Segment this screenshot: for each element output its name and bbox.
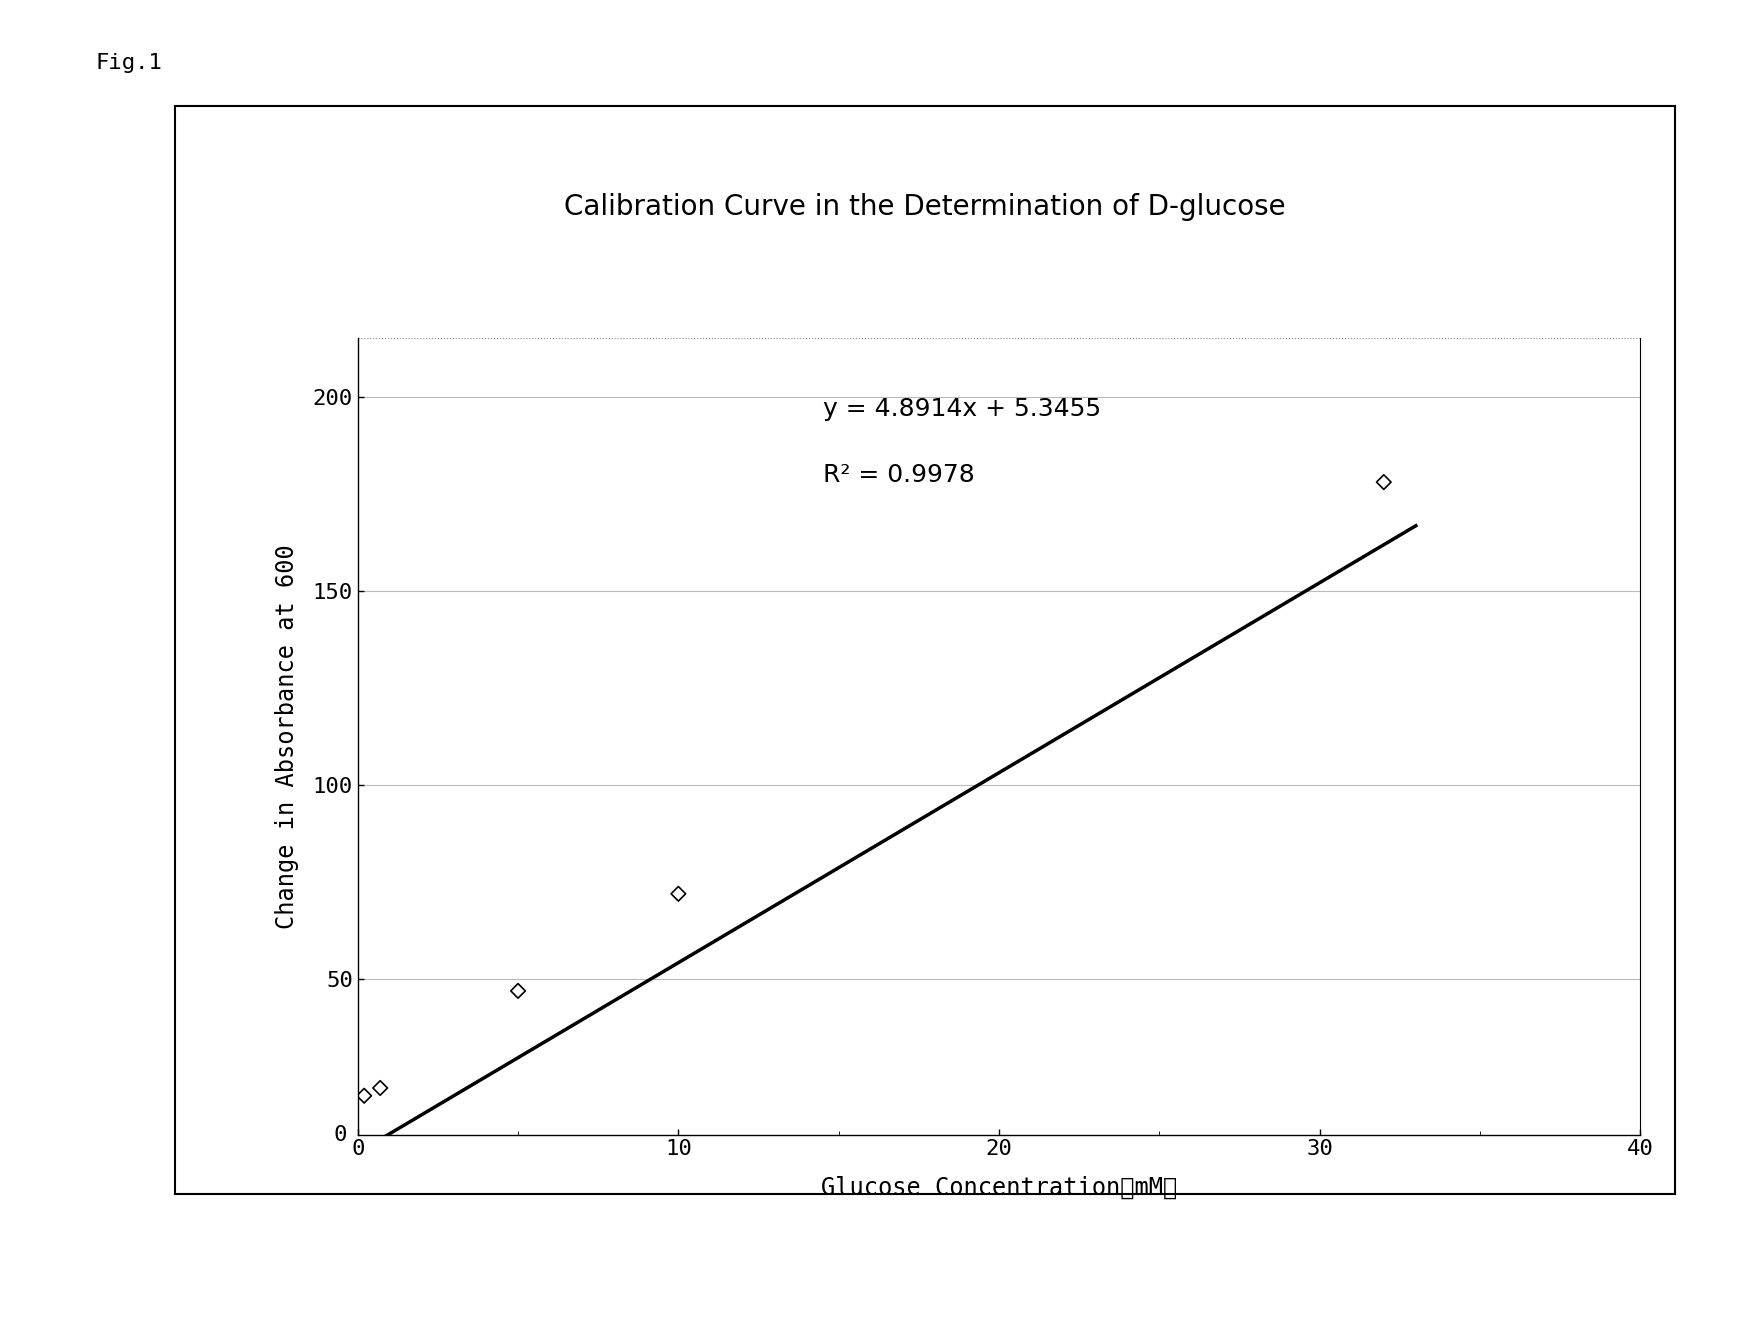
Point — [351, 1085, 379, 1107]
Point — [366, 1078, 394, 1099]
X-axis label: Glucose Concentration（mM）: Glucose Concentration（mM） — [820, 1176, 1178, 1200]
Text: R² = 0.9978: R² = 0.9978 — [822, 463, 974, 487]
Text: Fig.1: Fig.1 — [96, 53, 162, 73]
Text: Calibration Curve in the Determination of D-glucose: Calibration Curve in the Determination o… — [564, 194, 1286, 222]
Y-axis label: Change in Absorbance at 600: Change in Absorbance at 600 — [276, 544, 298, 929]
Text: y = 4.8914x + 5.3455: y = 4.8914x + 5.3455 — [822, 397, 1101, 421]
Point — [665, 884, 693, 905]
Point — [1370, 471, 1398, 492]
Text: 0: 0 — [333, 1124, 347, 1145]
Point — [504, 981, 532, 1002]
